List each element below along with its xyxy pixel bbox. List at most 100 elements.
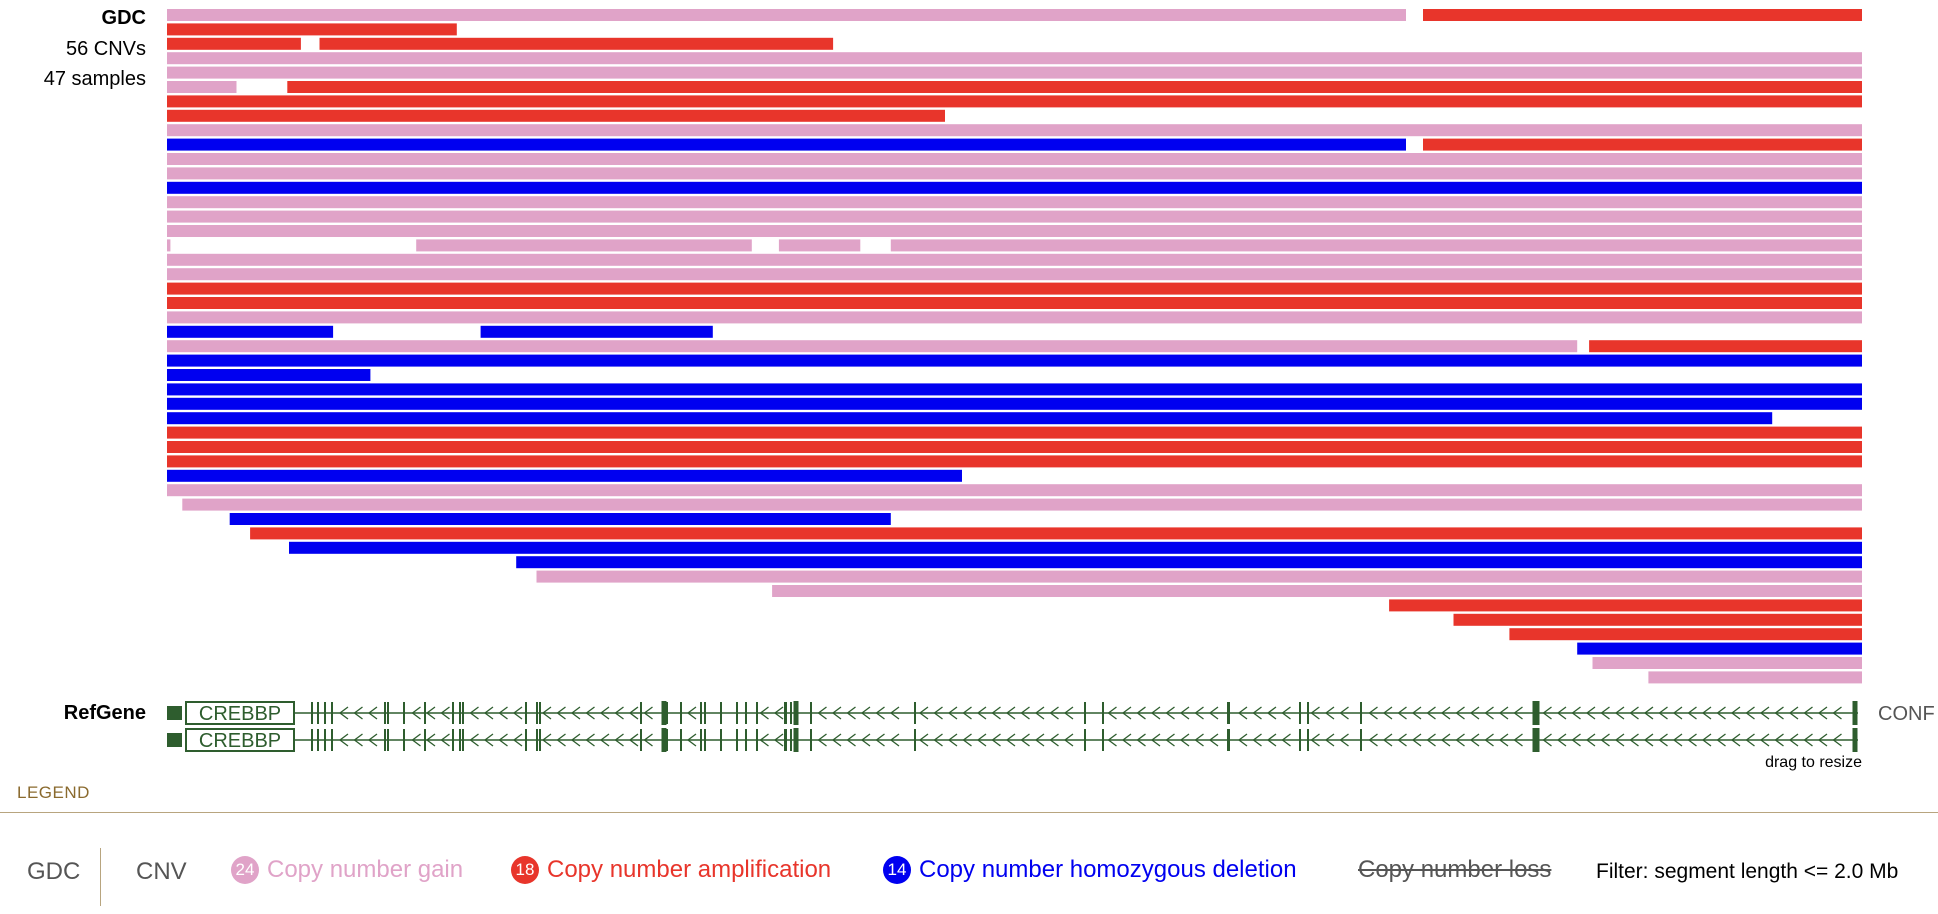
cnv-gain-segment[interactable] <box>167 81 237 93</box>
cnv-deletion-segment[interactable] <box>167 369 371 381</box>
cnv-amplification-segment[interactable] <box>167 441 1862 453</box>
cnv-gain-segment[interactable] <box>167 239 171 252</box>
strand-chevron-icon <box>918 706 929 720</box>
cnv-gain-segment[interactable] <box>167 153 1862 165</box>
strand-chevron-icon <box>1455 733 1465 747</box>
cnv-gain-segment[interactable] <box>167 52 1862 65</box>
cnv-amplification-segment[interactable] <box>1509 628 1862 641</box>
legend-item-amplification[interactable]: 18 Copy number amplification <box>511 856 831 884</box>
strand-chevron-icon <box>1513 706 1523 720</box>
strand-chevron-icon <box>1426 706 1436 720</box>
strand-chevron-icon <box>1324 733 1335 747</box>
cnv-deletion-segment[interactable] <box>167 354 1862 367</box>
exon-block <box>793 701 799 725</box>
legend-item-loss-hidden[interactable]: Copy number loss <box>1358 856 1552 883</box>
cnv-amplification-segment[interactable] <box>167 426 1862 439</box>
strand-chevron-icon <box>411 706 421 720</box>
legend-row: GDC CNV 24 Copy number gain 18 Copy numb… <box>0 848 1938 906</box>
refgene-track-name[interactable]: RefGene <box>63 702 146 724</box>
strand-chevron-icon <box>614 706 624 720</box>
next-gene-label[interactable]: CONF <box>1878 703 1935 725</box>
cnv-deletion-segment[interactable] <box>167 397 1862 410</box>
cnv-gain-segment[interactable] <box>536 570 1863 583</box>
gene-isoform[interactable]: CREBBP <box>167 728 1858 752</box>
cnv-gain-segment[interactable] <box>167 311 1862 324</box>
strand-chevron-icon <box>1107 706 1117 720</box>
cnv-gain-segment[interactable] <box>167 210 1862 223</box>
cnv-amplification-segment[interactable] <box>167 95 1862 108</box>
track-name[interactable]: GDC <box>101 7 146 29</box>
cnv-deletion-segment[interactable] <box>1577 642 1862 655</box>
cnv-gain-segment[interactable] <box>167 484 1862 497</box>
cnv-amplification-segment[interactable] <box>1389 599 1862 612</box>
cnv-deletion-segment[interactable] <box>167 325 334 338</box>
cnv-gain-segment[interactable] <box>416 239 752 252</box>
strand-chevron-icon <box>556 706 566 720</box>
strand-chevron-icon <box>1730 706 1741 720</box>
cnv-gain-segment[interactable] <box>167 268 1862 281</box>
strand-chevron-icon <box>1556 706 1567 720</box>
refgene-track-plot[interactable]: CREBBP CONF CREBBP <box>0 690 1938 760</box>
cnv-amplification-segment[interactable] <box>287 81 1862 93</box>
cnv-amplification-segment[interactable] <box>250 527 1863 540</box>
cnv-deletion-segment[interactable] <box>167 412 1773 425</box>
cnv-amplification-segment[interactable] <box>167 109 945 122</box>
strand-chevron-icon <box>1252 733 1262 747</box>
strand-chevron-icon <box>759 706 769 720</box>
gene-isoform[interactable]: CREBBP <box>167 701 1858 725</box>
strand-chevron-icon <box>1759 733 1770 747</box>
cnv-gain-segment[interactable] <box>167 225 1862 237</box>
cnv-amplification-segment[interactable] <box>1589 340 1862 353</box>
strand-chevron-icon <box>353 733 363 747</box>
cnv-amplification-segment[interactable] <box>1423 138 1862 151</box>
cnv-gain-segment[interactable] <box>167 253 1862 266</box>
legend-item-gain[interactable]: 24 Copy number gain <box>231 856 463 884</box>
strand-chevron-icon <box>933 733 943 747</box>
cnv-gain-segment[interactable] <box>1592 657 1863 669</box>
cnv-gain-segment[interactable] <box>167 66 1862 79</box>
amplification-count-badge: 18 <box>511 856 539 884</box>
cnv-gain-segment[interactable] <box>772 585 1862 597</box>
cnv-gain-segment[interactable] <box>167 124 1862 137</box>
cnv-amplification-segment[interactable] <box>167 37 301 50</box>
strand-chevron-icon <box>483 706 494 720</box>
strand-chevron-icon <box>1745 733 1755 747</box>
cnv-deletion-segment[interactable] <box>167 138 1406 151</box>
segment-length-filter[interactable]: Filter: segment length <= 2.0 Mb <box>1596 860 1899 883</box>
strand-chevron-icon <box>440 733 450 747</box>
cnv-amplification-segment[interactable] <box>167 455 1862 468</box>
cnv-deletion-segment[interactable] <box>167 181 1862 194</box>
strand-chevron-icon <box>1614 706 1625 720</box>
cnv-amplification-segment[interactable] <box>319 37 834 50</box>
cnv-gain-segment[interactable] <box>778 239 861 252</box>
strand-chevron-icon <box>585 733 595 747</box>
strand-chevron-icon <box>469 733 479 747</box>
cnv-amplification-segment[interactable] <box>1453 613 1863 626</box>
cnv-track-plot[interactable] <box>0 0 1938 690</box>
cnv-gain-segment[interactable] <box>167 196 1862 209</box>
cnv-gain-segment[interactable] <box>167 167 1862 180</box>
cnv-gain-segment[interactable] <box>890 239 1862 252</box>
cnv-deletion-segment[interactable] <box>229 513 891 525</box>
cnv-deletion-segment[interactable] <box>289 541 1862 554</box>
cnv-amplification-segment[interactable] <box>1423 9 1862 21</box>
strand-chevron-icon <box>1194 733 1204 747</box>
cnv-amplification-segment[interactable] <box>167 23 457 36</box>
strand-chevron-icon <box>512 733 523 747</box>
strand-chevron-icon <box>1484 733 1494 747</box>
legend-separator <box>100 848 101 906</box>
cnv-deletion-segment[interactable] <box>516 556 1863 569</box>
cnv-amplification-segment[interactable] <box>167 282 1862 295</box>
legend-item-deletion[interactable]: 14 Copy number homozygous deletion <box>883 856 1297 884</box>
cnv-deletion-segment[interactable] <box>167 469 962 482</box>
strand-chevron-icon <box>1658 706 1668 720</box>
cnv-deletion-segment[interactable] <box>480 325 713 338</box>
cnv-gain-segment[interactable] <box>167 340 1578 353</box>
resize-handle[interactable]: drag to resize <box>1765 754 1862 771</box>
exon-block <box>1852 728 1858 752</box>
cnv-deletion-segment[interactable] <box>167 383 1862 396</box>
cnv-amplification-segment[interactable] <box>167 297 1862 309</box>
cnv-gain-segment[interactable] <box>1648 671 1862 684</box>
cnv-gain-segment[interactable] <box>182 498 1862 511</box>
cnv-gain-segment[interactable] <box>167 9 1406 21</box>
